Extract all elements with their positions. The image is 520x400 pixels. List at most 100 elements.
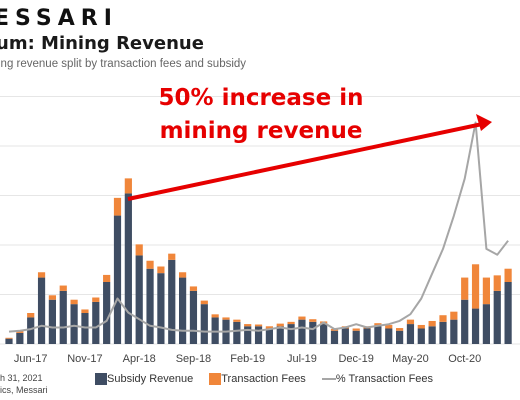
bar-fees xyxy=(276,323,284,327)
bar-fees xyxy=(471,264,480,309)
bar-subsidy xyxy=(330,330,339,344)
bar-fees xyxy=(146,260,154,269)
bar-fees xyxy=(37,272,46,278)
x-tick-label: Sep-18 xyxy=(176,353,211,365)
legend-label-pct: % Transaction Fees xyxy=(335,373,434,385)
bar-subsidy xyxy=(113,215,122,344)
bar-fees xyxy=(103,274,111,282)
chart-legend: Subsidy Revenue Transaction Fees % Trans… xyxy=(95,373,449,385)
bar-fees xyxy=(482,277,490,305)
legend-swatch-subsidy xyxy=(95,373,107,385)
annotation-line-2: mining revenue xyxy=(159,118,363,144)
bar-fees xyxy=(374,323,382,327)
bar-subsidy xyxy=(157,273,165,344)
annotation-line-1: 50% increase in xyxy=(158,85,364,111)
bar-subsidy xyxy=(471,308,480,344)
chart-annotation: 50% increase in mining revenue xyxy=(146,82,376,148)
bar-fees xyxy=(254,324,263,327)
bar-fees xyxy=(222,317,230,320)
bar-fees xyxy=(428,320,436,327)
bar-subsidy xyxy=(320,324,328,344)
bar-fees xyxy=(493,275,501,291)
bar-fees xyxy=(189,286,198,291)
bar-fees xyxy=(233,319,241,322)
bar-fees xyxy=(5,337,13,339)
bar-fees xyxy=(92,297,100,302)
bar-subsidy xyxy=(233,321,241,344)
x-tick-label: Apr-18 xyxy=(123,353,156,365)
bar-fees xyxy=(200,300,208,305)
bar-subsidy xyxy=(298,319,306,344)
bar-subsidy xyxy=(450,319,458,344)
legend-item-fees: Transaction Fees xyxy=(209,373,306,385)
bar-subsidy xyxy=(385,328,393,344)
bar-subsidy xyxy=(92,301,100,344)
legend-item-pct: % Transaction Fees xyxy=(321,373,434,385)
bar-subsidy xyxy=(200,304,208,344)
x-tick-label: Feb-19 xyxy=(230,353,265,365)
pct-transaction-fees-line xyxy=(8,121,509,333)
bar-fees xyxy=(27,313,35,318)
bar-subsidy xyxy=(254,326,263,344)
bar-subsidy xyxy=(59,290,67,344)
arrow-shaft xyxy=(127,122,481,201)
bar-fees xyxy=(406,319,415,325)
bar-fees xyxy=(157,266,165,274)
bar-subsidy xyxy=(16,332,24,344)
bar-subsidy xyxy=(482,304,490,344)
bar-subsidy xyxy=(428,326,436,344)
x-tick-label: Nov-17 xyxy=(67,353,102,365)
bar-fees xyxy=(70,299,78,305)
bar-fees xyxy=(244,324,252,327)
legend-swatch-pct xyxy=(321,378,336,380)
bar-fees xyxy=(59,285,67,291)
bar-subsidy xyxy=(374,326,382,344)
chart-x-ticks: Jun-17 Nov-17 Apr-18 Sep-18 Feb-19 Jul-19 Dec-… xyxy=(14,353,481,365)
bar-subsidy xyxy=(5,338,13,344)
bar-fees xyxy=(16,331,24,333)
source-line-1: h 31, 2021 xyxy=(0,373,43,383)
bar-fees xyxy=(298,316,306,320)
bar-subsidy xyxy=(103,282,111,344)
chart-title: um: Mining Revenue xyxy=(0,33,204,54)
bar-subsidy xyxy=(493,290,501,344)
bar-subsidy xyxy=(70,304,78,344)
legend-label-fees: Transaction Fees xyxy=(221,373,306,385)
bar-subsidy xyxy=(179,277,187,344)
bar-fees xyxy=(439,315,447,322)
x-tick-label: Jul-19 xyxy=(287,353,317,365)
bar-fees xyxy=(81,309,89,313)
source-line-2: ics, Messari xyxy=(0,385,48,395)
bar-subsidy xyxy=(504,282,512,344)
source-note: h 31, 2021 ics, Messari xyxy=(0,372,48,396)
bar-fees xyxy=(385,324,393,329)
bar-fees xyxy=(461,277,469,300)
bar-fees xyxy=(265,326,273,329)
bar-subsidy xyxy=(244,326,252,344)
bar-fees xyxy=(124,178,132,194)
bar-subsidy xyxy=(396,330,404,344)
x-tick-label: Jun-17 xyxy=(14,353,48,365)
bar-fees xyxy=(168,253,176,260)
bar-subsidy xyxy=(146,268,154,344)
arrow-head xyxy=(476,114,492,131)
bar-subsidy xyxy=(135,255,143,344)
chart-bars xyxy=(5,178,512,344)
bar-subsidy xyxy=(417,328,425,344)
bar-subsidy xyxy=(27,317,35,344)
chart-pct-line xyxy=(8,121,509,333)
bar-subsidy xyxy=(168,259,176,344)
bar-subsidy xyxy=(406,324,415,344)
x-tick-label: Oct-20 xyxy=(448,353,481,365)
bar-fees xyxy=(287,321,295,325)
bar-subsidy xyxy=(265,328,273,344)
bar-subsidy xyxy=(48,299,56,344)
bar-subsidy xyxy=(363,328,371,344)
bar-fees xyxy=(179,272,187,278)
x-tick-label: Dec-19 xyxy=(338,353,373,365)
bar-subsidy xyxy=(287,324,295,344)
brand-logo-text: ESSARI xyxy=(0,6,118,31)
bar-subsidy xyxy=(276,326,284,344)
chart-subtitle: ing revenue split by transaction fees an… xyxy=(0,58,247,70)
